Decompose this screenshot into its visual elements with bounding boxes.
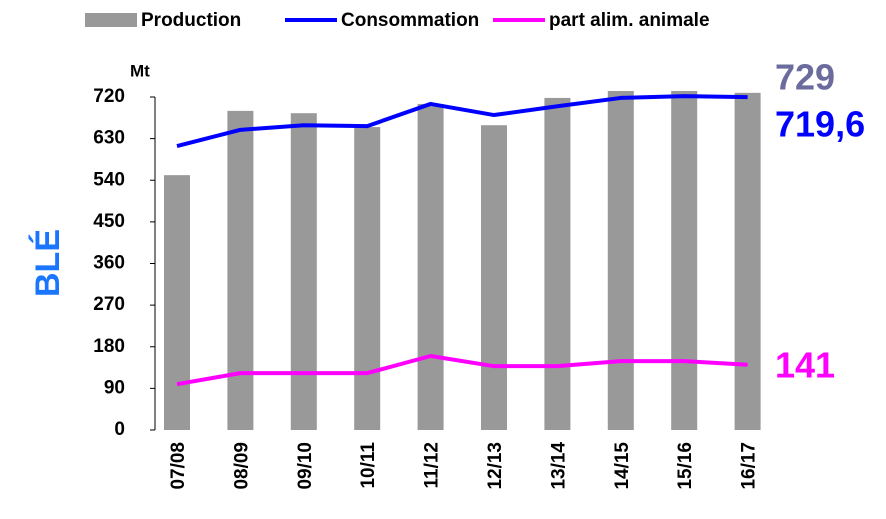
y-unit: Mt bbox=[130, 61, 150, 80]
y-tick-label: 270 bbox=[93, 294, 125, 315]
annotation: 141 bbox=[775, 345, 835, 386]
bar bbox=[734, 92, 761, 431]
x-tick-label: 15/16 bbox=[675, 442, 696, 490]
bar bbox=[290, 113, 317, 430]
annotation: 719,6 bbox=[775, 104, 865, 145]
bar bbox=[544, 97, 571, 431]
y-tick-label: 450 bbox=[93, 211, 125, 232]
y-tick-label: 630 bbox=[93, 128, 125, 149]
x-tick-label: 07/08 bbox=[168, 442, 189, 490]
x-tick-label: 16/17 bbox=[739, 442, 760, 490]
bar bbox=[417, 103, 444, 430]
bar bbox=[164, 175, 190, 430]
legend-label: part alim. animale bbox=[549, 10, 710, 31]
bar bbox=[354, 127, 381, 430]
y-tick-label: 0 bbox=[114, 419, 125, 440]
bar bbox=[671, 90, 698, 431]
legend-label: Consommation bbox=[341, 10, 479, 31]
y-tick-label: 90 bbox=[104, 377, 125, 398]
x-tick-label: 08/09 bbox=[231, 442, 252, 490]
x-tick-label: 10/11 bbox=[358, 442, 379, 489]
y-tick-label: 720 bbox=[93, 86, 125, 107]
legend-swatch bbox=[85, 13, 137, 27]
y-tick-label: 360 bbox=[93, 253, 125, 274]
y-tick-label: 540 bbox=[93, 169, 125, 190]
bar bbox=[227, 110, 254, 430]
x-tick-label: 11/12 bbox=[422, 442, 443, 489]
x-tick-label: 13/14 bbox=[548, 442, 569, 490]
legend-label: Production bbox=[141, 10, 241, 31]
x-tick-label: 12/13 bbox=[485, 442, 506, 490]
bar bbox=[481, 125, 507, 431]
y-title: BLÉ bbox=[29, 229, 67, 297]
line bbox=[176, 94, 748, 148]
line bbox=[176, 354, 748, 387]
y-tick-label: 180 bbox=[93, 336, 125, 357]
annotation: 729 bbox=[775, 57, 835, 98]
bar bbox=[607, 90, 634, 431]
x-tick-label: 14/15 bbox=[612, 442, 633, 490]
x-tick-label: 09/10 bbox=[295, 442, 316, 490]
